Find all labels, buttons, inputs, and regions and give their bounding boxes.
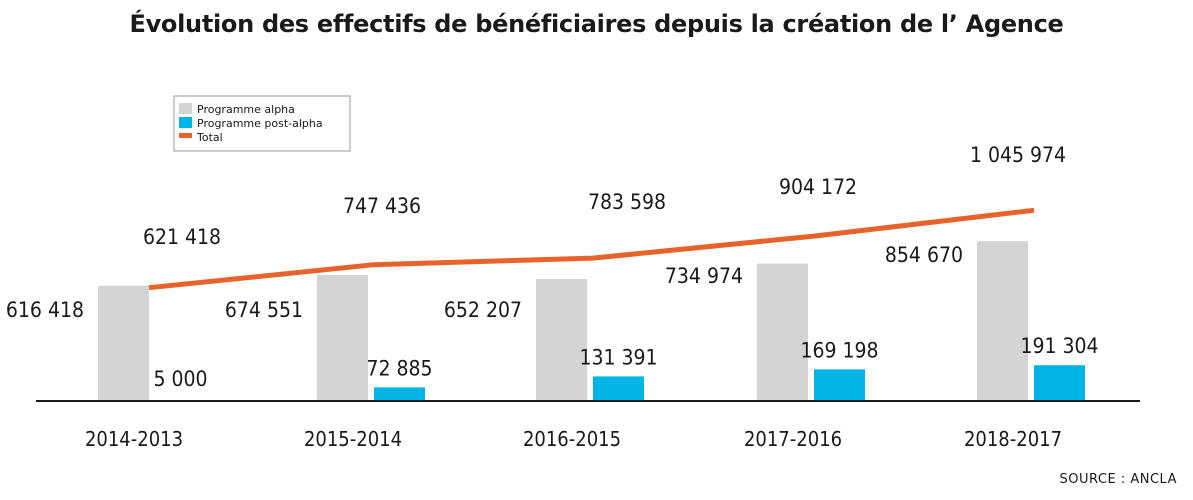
data-labels-layer: 616 418 5 000 674 551 72 885 652 207 131 391 7… [6,143,1099,391]
bar-alpha-2015-2014 [317,274,368,401]
label-total-2017-2016: 904 172 [779,175,857,199]
label-alpha-2016-2015: 652 207 [444,298,522,322]
source-note: SOURCE : ANCLA [1059,472,1177,487]
legend-swatch-total [179,133,192,138]
label-alpha-2017-2016: 734 974 [665,264,743,288]
label-post-alpha-2018-2017: 191 304 [1020,334,1098,358]
total-line-layer [148,207,1035,291]
bar-post-alpha-2018-2017 [1034,365,1085,401]
bar-post-alpha-2016-2015 [593,376,644,401]
legend-label-total: Total [196,131,223,144]
bar-post-alpha-2017-2016 [814,369,865,401]
bar-alpha-2018-2017 [977,241,1028,401]
x-tick-2017-2016: 2017-2016 [744,427,842,451]
x-tick-2016-2015: 2016-2015 [523,427,621,451]
bar-alpha-2017-2016 [757,263,808,401]
legend-swatch-alpha [179,103,192,114]
legend-box [173,95,351,152]
total-line [148,207,1035,291]
legend-label-post-alpha: Programme post-alpha [197,117,323,130]
x-tick-2015-2014: 2015-2014 [304,427,402,451]
legend-label-alpha: Programme alpha [197,103,295,116]
bars-layer [98,241,1085,401]
label-total-2015-2014: 747 436 [343,194,421,218]
label-post-alpha-2017-2016: 169 198 [800,338,878,362]
label-post-alpha-2014-2013: 5 000 [153,367,207,391]
x-tick-2014-2013: 2014-2013 [85,427,183,451]
x-tick-2018-2017: 2018-2017 [964,427,1062,451]
label-total-2016-2015: 783 598 [588,190,666,214]
x-axis: 2014-2013 2015-2014 2016-2015 2017-2016 2018… [36,400,1140,451]
bar-alpha-2014-2013 [98,285,149,401]
chart-title: Évolution des effectifs de bénéficiaires… [129,10,1064,38]
legend-swatch-post-alpha [179,117,192,128]
label-alpha-2015-2014: 674 551 [225,298,303,322]
bar-alpha-2016-2015 [536,279,587,401]
label-total-2014-2013: 621 418 [143,225,221,249]
label-post-alpha-2015-2014: 72 885 [366,356,432,380]
label-post-alpha-2016-2015: 131 391 [579,345,657,369]
label-alpha-2014-2013: 616 418 [6,298,84,322]
bar-post-alpha-2015-2014 [374,387,425,401]
label-alpha-2018-2017: 854 670 [885,243,963,267]
label-total-2018-2017: 1 045 974 [970,143,1066,167]
